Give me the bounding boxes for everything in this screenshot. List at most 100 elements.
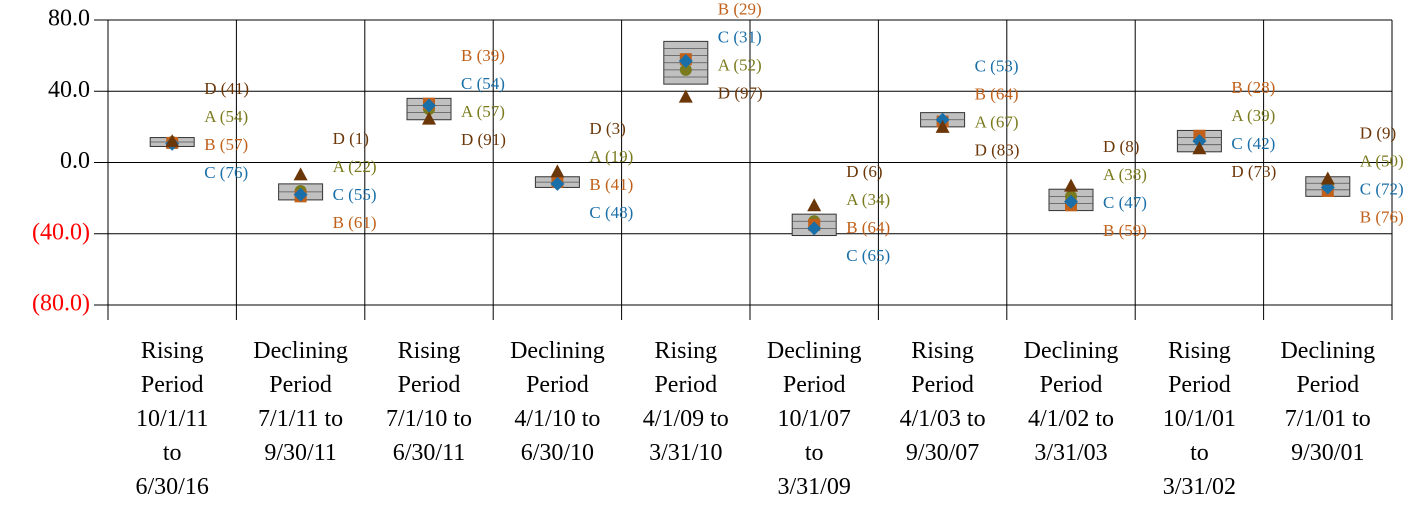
- marker-c: [1064, 194, 1078, 209]
- x-tick-label-line: Declining: [1280, 338, 1375, 364]
- y-tick-label: (80.0): [32, 291, 90, 317]
- marker-c: [550, 176, 565, 191]
- marker-c: [935, 112, 950, 127]
- x-tick-label-line: Period: [911, 372, 974, 398]
- marker-c: [1192, 134, 1207, 149]
- x-tick-label: Declining Period 4/1/02 to 3/31/03: [1024, 338, 1119, 466]
- y-tick-label: (40.0): [32, 219, 90, 245]
- marker-d: [807, 198, 822, 212]
- annotation: D (41): [204, 79, 249, 98]
- annotation: D (91): [461, 130, 506, 149]
- x-tick-label: Rising Period 4/1/03 to 9/30/07: [900, 338, 986, 466]
- annotation: D (73): [1231, 162, 1276, 181]
- y-tick-label: 0.0: [60, 148, 90, 174]
- x-tick-label-line: Rising: [141, 338, 204, 364]
- annotation: B (61): [333, 213, 377, 232]
- annotation: C (72): [1360, 179, 1404, 198]
- x-tick-label-line: Rising: [1168, 338, 1231, 364]
- x-tick-label-line: Period: [654, 372, 717, 398]
- marker-d: [1064, 178, 1078, 192]
- x-tick-label-line: 3/31/10: [649, 440, 722, 466]
- x-tick-label-line: to: [1190, 440, 1209, 466]
- x-tick-label-line: 10/1/07: [778, 406, 851, 432]
- x-tick-label: Rising Period 10/1/01 to 3/31/02: [1163, 338, 1236, 500]
- annotation: A (54): [204, 107, 248, 126]
- x-tick-label-line: 9/30/01: [1291, 440, 1364, 466]
- x-tick-label-line: Rising: [654, 338, 717, 364]
- x-tick-label: Declining Period 4/1/10 to 6/30/10: [510, 338, 605, 466]
- x-tick-label-line: 4/1/03 to: [900, 406, 986, 432]
- annotation: C (42): [1231, 134, 1275, 153]
- marker-d: [1192, 141, 1207, 155]
- x-tick-label-line: Period: [269, 372, 332, 398]
- x-tick-label-line: 10/1/11: [136, 406, 208, 432]
- x-tick-label-line: 6/30/10: [521, 440, 594, 466]
- annotation: A (67): [975, 113, 1019, 132]
- x-tick-label-line: Period: [1168, 372, 1231, 398]
- x-tick-label-line: Rising: [911, 338, 974, 364]
- x-tick-label-line: 6/30/16: [136, 474, 209, 500]
- annotation: B (76): [1360, 207, 1404, 226]
- marker-d: [293, 167, 308, 181]
- marker-c: [678, 53, 693, 68]
- marker-d: [422, 111, 436, 125]
- annotation: D (8): [1103, 137, 1139, 156]
- annotation: A (34): [846, 190, 890, 209]
- x-tick-label-line: to: [163, 440, 182, 466]
- x-tick-label-line: 4/1/02 to: [1028, 406, 1114, 432]
- annotation: C (55): [333, 185, 377, 204]
- x-tick-label-line: Period: [1296, 372, 1359, 398]
- annotation: A (39): [1231, 106, 1275, 125]
- x-tick-label: Rising Period 7/1/10 to 6/30/11: [386, 338, 472, 466]
- annotation: B (29): [718, 0, 762, 19]
- y-tick-label: 80.0: [48, 6, 90, 32]
- annotation: D (83): [975, 141, 1020, 160]
- x-tick-label-line: Period: [783, 372, 846, 398]
- annotation: B (64): [975, 85, 1019, 104]
- x-tick-label-line: 3/31/02: [1163, 474, 1236, 500]
- annotation: D (9): [1360, 123, 1396, 142]
- annotation: A (19): [589, 147, 633, 166]
- annotation: D (1): [333, 129, 369, 148]
- annotation: C (48): [589, 203, 633, 222]
- y-tick-label: 40.0: [48, 77, 90, 103]
- marker-d: [935, 119, 950, 133]
- annotation: C (65): [846, 246, 890, 265]
- annotation: B (28): [1231, 78, 1275, 97]
- annotation: C (31): [718, 28, 762, 47]
- marker-d: [165, 134, 180, 148]
- annotation: D (3): [589, 119, 625, 138]
- annotation: B (59): [1103, 221, 1147, 240]
- annotation: D (6): [846, 162, 882, 181]
- marker-c: [293, 187, 308, 202]
- x-tick-label-line: Period: [1040, 372, 1103, 398]
- x-tick-label: Rising Period 4/1/09 to 3/31/10: [643, 338, 729, 466]
- x-tick-label-line: Period: [398, 372, 461, 398]
- marker-d: [1320, 171, 1335, 185]
- annotation: B (39): [461, 46, 505, 65]
- annotation: A (38): [1103, 165, 1147, 184]
- marker-d: [678, 89, 693, 103]
- x-tick-label-line: Period: [526, 372, 589, 398]
- x-tick-label-line: 6/30/11: [393, 440, 465, 466]
- x-tick-label-line: 3/31/03: [1034, 440, 1107, 466]
- annotation: D (97): [718, 84, 763, 103]
- x-tick-label-line: Rising: [398, 338, 461, 364]
- annotation: A (52): [718, 56, 762, 75]
- x-tick-label-line: 9/30/07: [906, 440, 979, 466]
- x-tick-label-line: 4/1/10 to: [514, 406, 600, 432]
- x-tick-label-line: Declining: [253, 338, 348, 364]
- annotation: B (41): [589, 175, 633, 194]
- marker-c: [422, 98, 436, 113]
- x-tick-label-line: 7/1/01 to: [1285, 406, 1371, 432]
- x-tick-label-line: 7/1/11 to: [258, 406, 343, 432]
- x-tick-label-line: Declining: [510, 338, 605, 364]
- x-tick-label: Declining Period 7/1/01 to 9/30/01: [1280, 338, 1375, 466]
- x-tick-label-line: 4/1/09 to: [643, 406, 729, 432]
- x-tick-label-line: Declining: [767, 338, 862, 364]
- annotation: A (22): [333, 157, 377, 176]
- x-tick-label: Rising Period 10/1/11 to 6/30/16: [136, 338, 209, 500]
- x-tick-label-line: Declining: [1024, 338, 1119, 364]
- annotation: C (54): [461, 74, 505, 93]
